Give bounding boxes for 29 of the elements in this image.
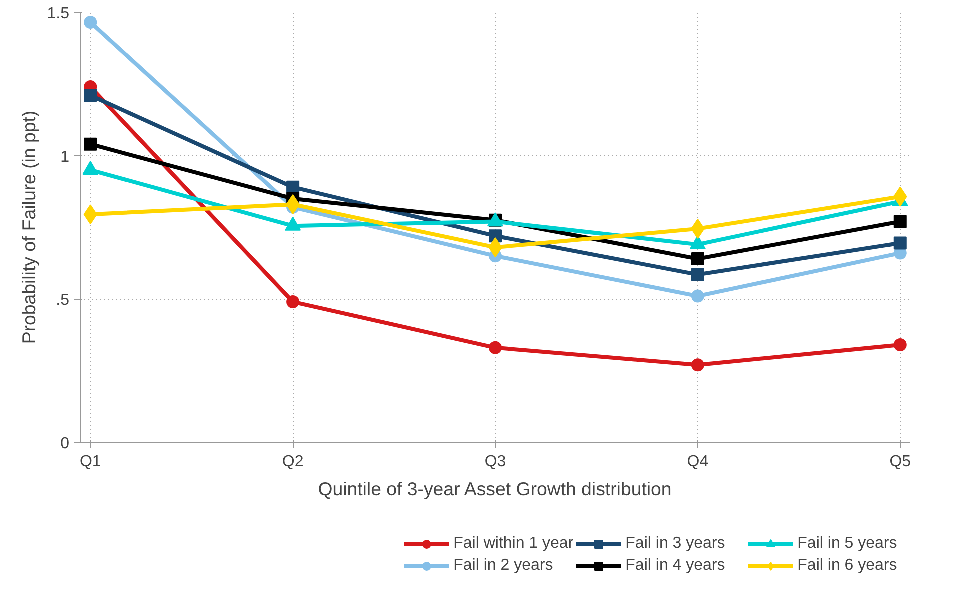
- point: [691, 290, 704, 303]
- legend-label: Fail within 1 year: [454, 535, 574, 553]
- y-tick-label: .5: [56, 292, 70, 310]
- point: [894, 215, 907, 228]
- y-axis-title: Probability of Failure (in ppt): [18, 110, 40, 344]
- point: [691, 358, 704, 372]
- point: [691, 268, 704, 282]
- legend-label: Fail in 3 years: [626, 535, 726, 553]
- y-tick-label: 0: [60, 436, 70, 452]
- point: [894, 338, 907, 352]
- legend-label: Fail in 5 years: [798, 535, 898, 553]
- legend-label: Fail in 6 years: [798, 557, 898, 575]
- legend-label: Fail in 4 years: [626, 557, 726, 575]
- legend-label: Fail in 2 years: [454, 557, 554, 575]
- point: [84, 89, 98, 102]
- point: [84, 138, 98, 151]
- y-tick-label: 1.5: [47, 6, 70, 22]
- x-tick-label: Q5: [890, 454, 912, 470]
- point: [691, 252, 704, 266]
- y-tick-label: 1: [60, 148, 70, 166]
- point: [286, 296, 300, 309]
- point: [489, 341, 502, 354]
- x-axis-title: Quintile of 3-year Asset Growth distribution: [318, 478, 672, 500]
- point: [84, 16, 98, 30]
- x-tick-label: Q3: [484, 454, 506, 470]
- x-tick-label: Q4: [687, 454, 709, 470]
- x-tick-label: Q2: [282, 454, 304, 470]
- x-tick-label: Q1: [80, 454, 102, 470]
- point: [894, 236, 907, 250]
